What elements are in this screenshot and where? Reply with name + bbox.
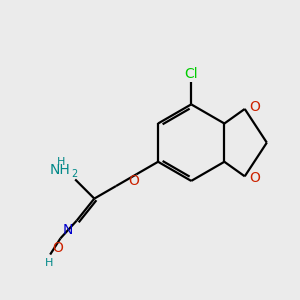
Text: N: N — [63, 223, 73, 237]
Text: H: H — [57, 157, 65, 167]
Text: 2: 2 — [71, 169, 77, 178]
Text: O: O — [249, 100, 260, 115]
Text: H: H — [44, 258, 53, 268]
Text: Cl: Cl — [184, 67, 198, 81]
Text: O: O — [53, 241, 64, 255]
Text: NH: NH — [50, 163, 71, 177]
Text: O: O — [249, 171, 260, 185]
Text: O: O — [129, 174, 140, 188]
